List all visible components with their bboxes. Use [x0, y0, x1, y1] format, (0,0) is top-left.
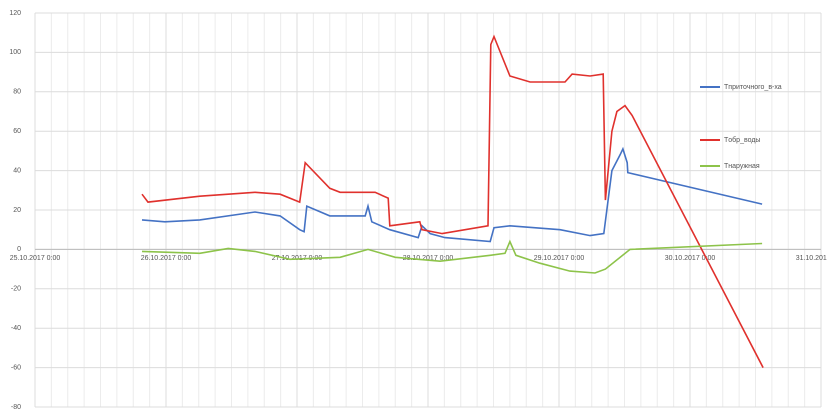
y-tick-label: 120 — [9, 10, 21, 17]
series-line — [141, 146, 763, 243]
y-tick-label: 60 — [13, 128, 21, 135]
x-tick-label: 29.10.2017 0:00 — [534, 255, 585, 262]
x-tick-label: 30.10.2017 0:00 — [665, 255, 716, 262]
y-tick-label: 100 — [9, 49, 21, 56]
y-tick-label: 80 — [13, 89, 21, 96]
y-tick-label: -40 — [11, 325, 21, 332]
series-line — [141, 239, 763, 274]
legend-label: Tнаружная — [724, 163, 760, 170]
legend-label: Tприточного_в-ха — [724, 84, 782, 91]
y-tick-label: 20 — [13, 207, 21, 214]
y-tick-label: 40 — [13, 167, 21, 174]
x-tick-label: 25.10.2017 0:00 — [10, 255, 61, 262]
y-tick-label: -20 — [11, 286, 21, 293]
x-tick-label: 31.10.2017 0:00 — [796, 255, 827, 262]
y-tick-label: 0 — [17, 246, 21, 253]
y-tick-label: -60 — [11, 364, 21, 371]
x-tick-label: 28.10.2017 0:00 — [403, 255, 454, 262]
series-line — [141, 34, 764, 368]
legend-label: Tобр_воды — [724, 136, 760, 144]
x-tick-label: 26.10.2017 0:00 — [141, 255, 192, 262]
y-tick-label: -80 — [11, 404, 21, 409]
